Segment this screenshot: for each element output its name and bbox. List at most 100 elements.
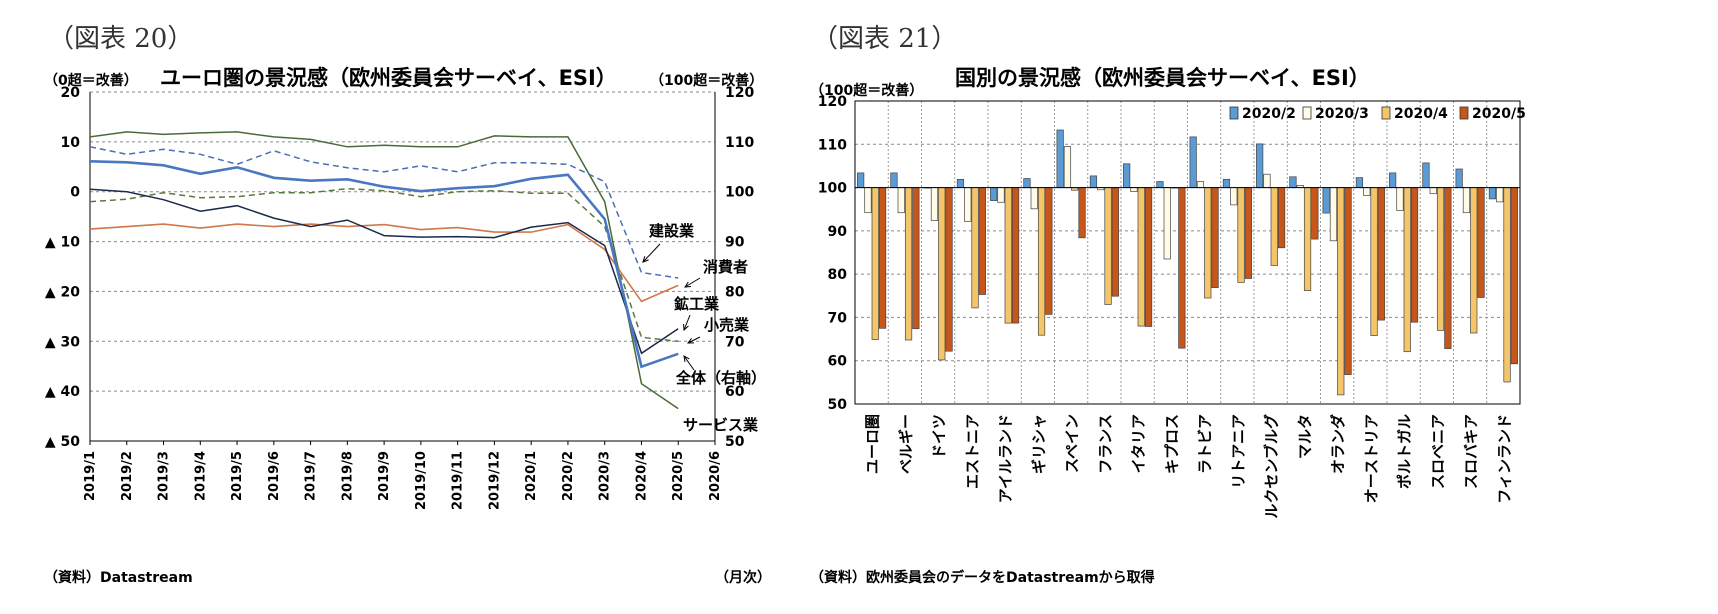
category-label: アイルランド: [997, 414, 1015, 503]
legend-swatch: [1381, 106, 1391, 120]
bar: [1410, 187, 1419, 323]
series-line: [89, 188, 679, 355]
bar: [990, 187, 998, 201]
bar: [978, 187, 986, 295]
bar: [1303, 187, 1312, 291]
bar: [1329, 187, 1338, 242]
category-label: イタリア: [1130, 414, 1148, 473]
y-right-tick-label: 110: [725, 135, 754, 151]
bar: [1244, 187, 1252, 279]
y-tick-label: 60: [828, 354, 848, 370]
x-tick-label: 2019/2: [120, 451, 135, 501]
bar: [904, 187, 913, 341]
bar: [1270, 187, 1278, 266]
bar: [857, 172, 865, 188]
bar: [1337, 187, 1345, 396]
bar: [1123, 163, 1131, 188]
figure-20-label: （図表 20）: [48, 24, 194, 54]
bar-chart-21: 120 110 100 90 80 70 60 50 2020/2 2020/3 2020/4 202…: [818, 94, 1526, 519]
x-tick-label: 2020/2: [561, 451, 576, 501]
annotation-arrowhead: [683, 323, 689, 332]
legend-swatch: [1302, 106, 1312, 120]
bar: [1037, 187, 1046, 336]
bar: [956, 178, 965, 188]
bar: [1462, 187, 1471, 214]
series-line: [89, 146, 679, 279]
category-label: キプロス: [1163, 414, 1181, 474]
category-label: スロベニア: [1429, 414, 1447, 489]
chart-20-source: （資料）Datastream: [44, 570, 193, 586]
bar: [1011, 187, 1020, 324]
series-line: [89, 131, 679, 410]
bar: [1144, 187, 1153, 327]
series-line: [89, 187, 679, 343]
legend-label: 2020/4: [1394, 106, 1448, 122]
x-tick-label: 2019/10: [414, 451, 429, 510]
category-label: マルタ: [1296, 414, 1314, 459]
legend-label: 2020/5: [1472, 106, 1526, 122]
y-right-tick-label: 120: [725, 85, 754, 101]
bar: [1163, 187, 1171, 260]
y-tick-label: 100: [818, 181, 847, 197]
bar: [1130, 187, 1138, 192]
bar: [871, 187, 879, 340]
x-tick-label: 2020/5: [671, 451, 686, 501]
bar: [971, 187, 979, 309]
series-annotation: 鉱工業: [674, 295, 720, 313]
bar: [1189, 136, 1197, 188]
category-label: スペイン: [1063, 414, 1081, 473]
annotation-arrow: [684, 277, 701, 288]
x-tick-label: 2020/6: [708, 451, 723, 501]
annotation-arrowhead: [684, 281, 692, 288]
x-tick-label: 2020/1: [524, 451, 539, 501]
bar: [1237, 187, 1245, 283]
y-right-tick-label: 80: [725, 284, 745, 300]
bar: [1470, 187, 1478, 334]
chart-20-right-axis-note: （100超＝改善）: [650, 73, 764, 89]
bar: [1422, 162, 1430, 188]
x-tick-label: 2019/4: [193, 451, 208, 501]
y-tick-label: 110: [818, 137, 847, 153]
bar: [1455, 168, 1463, 188]
y-left-tick-label: ▲ 50: [45, 434, 80, 450]
bar: [1436, 187, 1445, 331]
annotation-arrowhead: [686, 337, 695, 344]
y-left-tick-label: ▲ 20: [45, 284, 80, 300]
bar: [1444, 187, 1452, 349]
category-label: フランス: [1096, 414, 1114, 474]
bar: [1429, 187, 1437, 195]
series-annotation: サービス業: [683, 416, 759, 434]
category-label: ベルギー: [897, 414, 915, 474]
bar: [1503, 187, 1511, 383]
bar: [1104, 187, 1112, 305]
annotation-arrow: [683, 314, 691, 331]
y-tick-label: 80: [828, 267, 848, 283]
x-tick-label: 2019/1: [83, 451, 98, 501]
annotation-arrow: [683, 355, 695, 371]
bar: [1111, 187, 1119, 297]
annotation-arrowhead: [642, 256, 649, 263]
plot-frame: [854, 100, 1521, 405]
x-tick-label: 2019/9: [377, 451, 392, 501]
y-right-tick-label: 90: [725, 235, 745, 251]
bar: [1230, 187, 1238, 206]
series-line: [89, 160, 679, 369]
bar: [897, 187, 905, 214]
bar: [1023, 178, 1031, 188]
x-tick-label: 2020/4: [634, 451, 649, 501]
y-left-tick-label: 0: [70, 185, 80, 201]
bar: [1089, 175, 1098, 188]
series-annotation: 全体（右軸）: [675, 369, 766, 387]
bar: [1403, 187, 1411, 353]
bar: [1477, 187, 1485, 298]
bar: [945, 187, 953, 352]
bar: [1078, 187, 1086, 239]
bar: [930, 187, 939, 221]
y-left-tick-label: ▲ 40: [45, 384, 80, 400]
category-label: ギリシャ: [1030, 414, 1048, 474]
bar: [1263, 173, 1271, 188]
bar: [964, 187, 972, 222]
y-right-tick-label: 70: [725, 334, 745, 350]
